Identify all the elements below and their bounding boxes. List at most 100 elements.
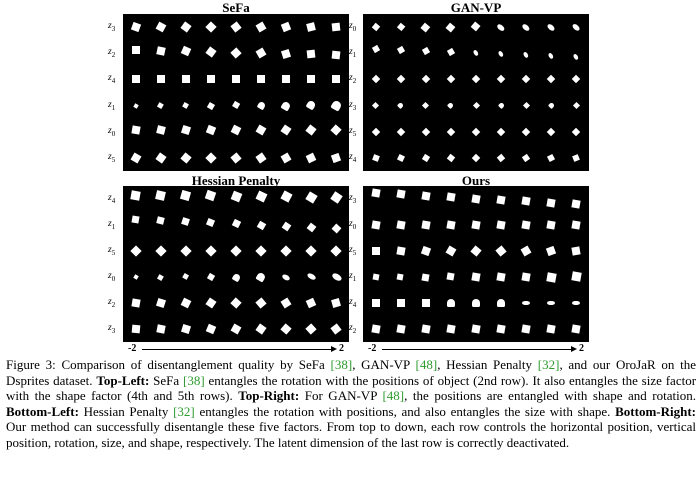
sprite [421,22,431,32]
sprite [546,220,556,230]
sprite [495,245,507,257]
panel-title-sefa: SeFa [222,0,250,15]
caption-text: entangles the rotation with the position… [6,372,697,404]
panel-title-hessian: Hessian Penalty [191,173,281,188]
sprite [231,272,241,282]
sprite [396,127,405,136]
sprite [130,298,141,308]
row-label: z0 [108,125,116,138]
sprite [132,274,139,280]
figure-caption: Figure 3: Comparison of disentanglement … [6,357,696,451]
sprite [396,22,406,32]
sprite [497,102,505,110]
sprite [132,102,139,109]
citation-link[interactable]: [48] [415,357,438,372]
sprite [370,324,381,334]
sprite [521,22,531,32]
sprite [421,191,431,201]
row-label: z2 [108,47,116,60]
sprite [371,22,380,32]
sprite [330,272,343,282]
sprite [546,271,557,283]
sprite [471,75,481,84]
sprite [396,153,405,162]
sprite [546,22,556,32]
sprite [205,190,217,202]
sprite [331,298,342,308]
sprite [230,124,242,136]
caption-text: Our method can successfully disentangle … [6,419,696,450]
citation-link[interactable]: [38] [183,372,205,388]
citation-link[interactable]: [32] [537,357,560,372]
caption-text: , and our OroJaR on the Dsprites dataset… [6,357,696,388]
sprite [154,245,167,257]
row-label: z4 [108,193,116,205]
sprite [330,191,343,204]
sprite [496,324,506,334]
caption-text: SeFa [149,372,184,388]
sprite [255,323,267,335]
sprite [547,102,555,110]
sprite [397,102,405,110]
sprite [205,245,217,257]
citation-link[interactable]: [32] [173,403,195,419]
caption-label-top-left: Top-Left: [96,372,150,388]
sprite [282,75,291,84]
sprite [470,245,482,257]
sprite [370,220,381,230]
sprite [521,75,531,84]
sprite [206,218,216,228]
sprite [180,190,192,202]
sprite [155,124,166,135]
sprite [421,127,431,136]
sprite [571,246,582,256]
sprite [156,215,165,225]
sprite [255,245,267,257]
row-label: z0 [349,219,357,231]
citation-link[interactable]: [38] [330,357,353,372]
axis-min-right: -2 [368,343,377,354]
citation-link[interactable]: [48] [382,388,405,404]
sprite [156,75,165,84]
row-label: z5 [349,245,357,257]
row-label: z5 [349,125,357,138]
sprite [180,46,192,57]
sprite [396,246,406,256]
sprite [332,75,341,84]
sprite [521,220,531,230]
sprite [280,245,292,257]
caption-label-bottom-right: Bottom-Right: [615,403,696,419]
caption-text: entangles the rotation with positions, a… [194,403,616,419]
sprite [447,102,455,110]
sprite [231,101,241,110]
sprite [231,219,241,229]
sprite [155,152,167,164]
sprite [181,216,191,226]
caption-text: Hessian Penalty [78,403,174,419]
sprite [280,190,293,203]
sprite [470,21,482,33]
sprite [446,22,456,32]
sprite [446,272,456,282]
sprite [232,75,240,84]
sprite [306,222,317,233]
sprite [255,271,267,283]
sprite [205,124,217,135]
sprite [420,245,431,257]
sprite [471,193,481,204]
ganvp-panel [363,14,589,171]
sprite [130,125,141,135]
sprite [206,101,215,110]
sprite [255,124,267,136]
axis-max-left: 2 [339,343,344,354]
sprite [205,297,217,309]
axis-max-right: 2 [579,343,584,354]
sprite [205,323,217,335]
row-label: z1 [349,271,357,283]
sprite [546,198,556,208]
sprite [421,299,430,307]
sprite [446,324,456,334]
sprite [155,21,167,33]
sprite [496,220,506,230]
sprite [281,100,292,111]
